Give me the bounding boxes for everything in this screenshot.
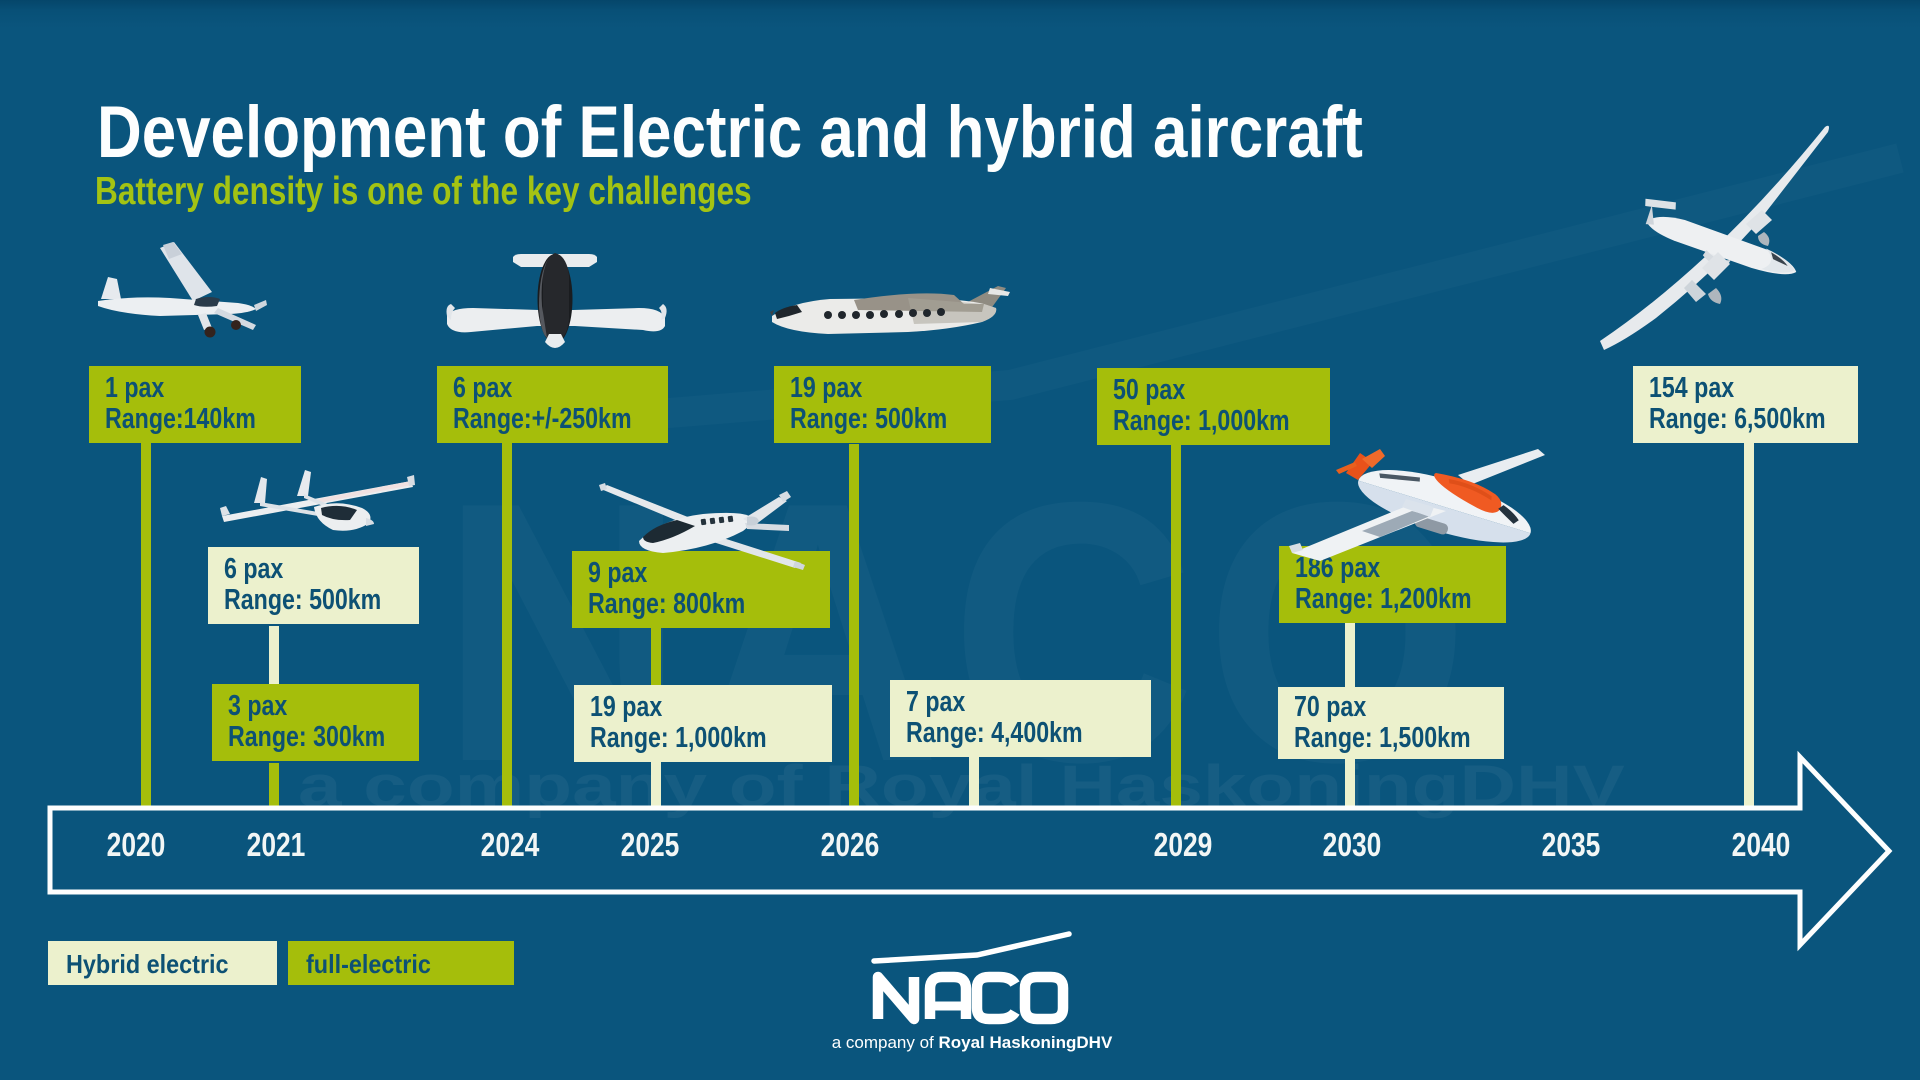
svg-text:a company of Royal HaskoningDH: a company of Royal HaskoningDHV <box>832 1033 1113 1052</box>
